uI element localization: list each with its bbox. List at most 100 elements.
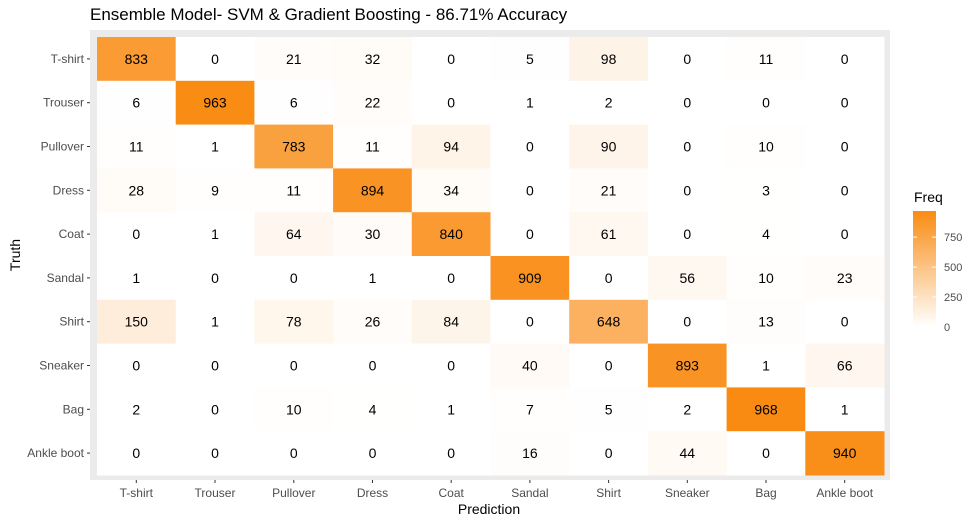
heatmap-cells: 833 0 21 32 0 5 98 0 11 06 963 6 22 0 1 2 0 0 011 1 783 11 94 0… bbox=[97, 37, 885, 476]
cell-value-label: 150 bbox=[125, 314, 149, 330]
cell-value-label: 1 bbox=[211, 314, 219, 330]
heatmap-cell bbox=[490, 299, 570, 345]
y-tick-label: Dress bbox=[53, 183, 84, 197]
heatmap-cell bbox=[490, 431, 570, 476]
cell-value-label: 21 bbox=[601, 182, 617, 198]
heatmap-cell bbox=[175, 256, 255, 301]
cell-value-label: 32 bbox=[365, 51, 381, 67]
x-tick-label: Ankle boot bbox=[816, 486, 873, 500]
x-tick-label: Coat bbox=[439, 486, 465, 500]
cell-value-label: 1 bbox=[526, 95, 534, 111]
heatmap-cell bbox=[175, 124, 255, 169]
x-tick-label: Sneaker bbox=[665, 486, 710, 500]
cell-value-label: 0 bbox=[683, 226, 691, 242]
y-tick-label: T-shirt bbox=[51, 52, 85, 66]
cell-value-label: 0 bbox=[211, 358, 219, 374]
cell-value-label: 1 bbox=[132, 270, 140, 286]
heatmap-cell bbox=[647, 168, 728, 213]
heatmap-cell bbox=[569, 299, 649, 345]
cell-value-label: 0 bbox=[447, 95, 455, 111]
chart-title: Ensemble Model- SVM & Gradient Boosting … bbox=[90, 5, 568, 24]
heatmap-cell bbox=[726, 431, 806, 476]
cell-value-label: 16 bbox=[522, 445, 538, 461]
heatmap-cell bbox=[726, 80, 806, 126]
cell-value-label: 0 bbox=[447, 51, 455, 67]
cell-value-label: 0 bbox=[683, 95, 691, 111]
cell-value-label: 783 bbox=[282, 139, 306, 155]
x-tick-label: Sandal bbox=[511, 486, 548, 500]
heatmap-cell bbox=[805, 37, 885, 82]
cell-value-label: 10 bbox=[758, 139, 774, 155]
cell-value-label: 0 bbox=[605, 445, 613, 461]
heatmap-cell bbox=[805, 387, 885, 432]
heatmap-cell bbox=[569, 431, 649, 476]
heatmap-cell bbox=[805, 343, 885, 388]
cell-value-label: 26 bbox=[365, 314, 381, 330]
heatmap-cell bbox=[175, 343, 255, 388]
cell-value-label: 0 bbox=[526, 314, 534, 330]
heatmap-cell bbox=[569, 37, 649, 82]
cell-value-label: 0 bbox=[683, 51, 691, 67]
heatmap-cell bbox=[647, 212, 728, 257]
cell-value-label: 0 bbox=[605, 358, 613, 374]
heatmap-cell bbox=[805, 299, 885, 345]
cell-value-label: 30 bbox=[365, 226, 381, 242]
cell-value-label: 22 bbox=[365, 95, 381, 111]
cell-value-label: 909 bbox=[518, 270, 542, 286]
cell-value-label: 0 bbox=[841, 95, 849, 111]
legend-colorbar bbox=[913, 211, 936, 327]
y-tick-label: Pullover bbox=[41, 140, 84, 154]
x-tick-label: Shirt bbox=[596, 486, 621, 500]
cell-value-label: 13 bbox=[758, 314, 774, 330]
cell-value-label: 6 bbox=[132, 95, 140, 111]
heatmap-cell bbox=[254, 343, 334, 388]
heatmap-cell bbox=[175, 212, 255, 257]
x-tick-label: T-shirt bbox=[120, 486, 154, 500]
heatmap-cell bbox=[569, 212, 649, 257]
cell-value-label: 0 bbox=[762, 445, 770, 461]
cell-value-label: 1 bbox=[447, 401, 455, 417]
cell-value-label: 10 bbox=[286, 401, 302, 417]
heatmap-cell bbox=[97, 256, 177, 301]
cell-value-label: 1 bbox=[369, 270, 377, 286]
cell-value-label: 2 bbox=[132, 401, 140, 417]
heatmap-cell bbox=[647, 387, 728, 432]
cell-value-label: 0 bbox=[683, 182, 691, 198]
y-tick-label: Bag bbox=[63, 402, 84, 416]
cell-value-label: 0 bbox=[132, 358, 140, 374]
heatmap-cell bbox=[647, 80, 728, 126]
heatmap-cell bbox=[569, 124, 649, 169]
x-tick-label: Trouser bbox=[195, 486, 236, 500]
heatmap-cell bbox=[97, 343, 177, 388]
legend-tick-label: 250 bbox=[944, 292, 962, 304]
cell-value-label: 894 bbox=[361, 182, 385, 198]
cell-value-label: 0 bbox=[447, 358, 455, 374]
x-axis-ticks: T-shirt Trouser Pullover Dress Coat Sandal Shi… bbox=[120, 480, 874, 500]
y-tick-label: Sneaker bbox=[39, 359, 84, 373]
cell-value-label: 28 bbox=[129, 182, 145, 198]
cell-value-label: 21 bbox=[286, 51, 302, 67]
heatmap-cell bbox=[254, 299, 334, 345]
heatmap-cell bbox=[333, 431, 413, 476]
heatmap-cell bbox=[175, 431, 255, 476]
cell-value-label: 94 bbox=[443, 139, 459, 155]
heatmap-cell bbox=[726, 343, 806, 388]
legend: Freq 0 250 500 750 bbox=[913, 189, 962, 334]
heatmap-cell bbox=[175, 80, 255, 126]
heatmap-cell bbox=[726, 387, 806, 432]
cell-value-label: 6 bbox=[290, 95, 298, 111]
heatmap-cell bbox=[647, 431, 728, 476]
legend-tick-label: 750 bbox=[944, 232, 962, 244]
cell-value-label: 0 bbox=[290, 358, 298, 374]
y-axis-ticks: T-shirt Trouser Pullover Dress Coat Sandal Shi… bbox=[27, 52, 90, 460]
heatmap-cell bbox=[805, 168, 885, 213]
cell-value-label: 0 bbox=[526, 139, 534, 155]
heatmap-cell bbox=[490, 256, 570, 301]
cell-value-label: 0 bbox=[369, 445, 377, 461]
heatmap-cell bbox=[647, 299, 728, 345]
heatmap-cell bbox=[726, 299, 806, 345]
cell-value-label: 10 bbox=[758, 270, 774, 286]
heatmap-cell bbox=[175, 387, 255, 432]
heatmap-cell bbox=[97, 37, 177, 82]
